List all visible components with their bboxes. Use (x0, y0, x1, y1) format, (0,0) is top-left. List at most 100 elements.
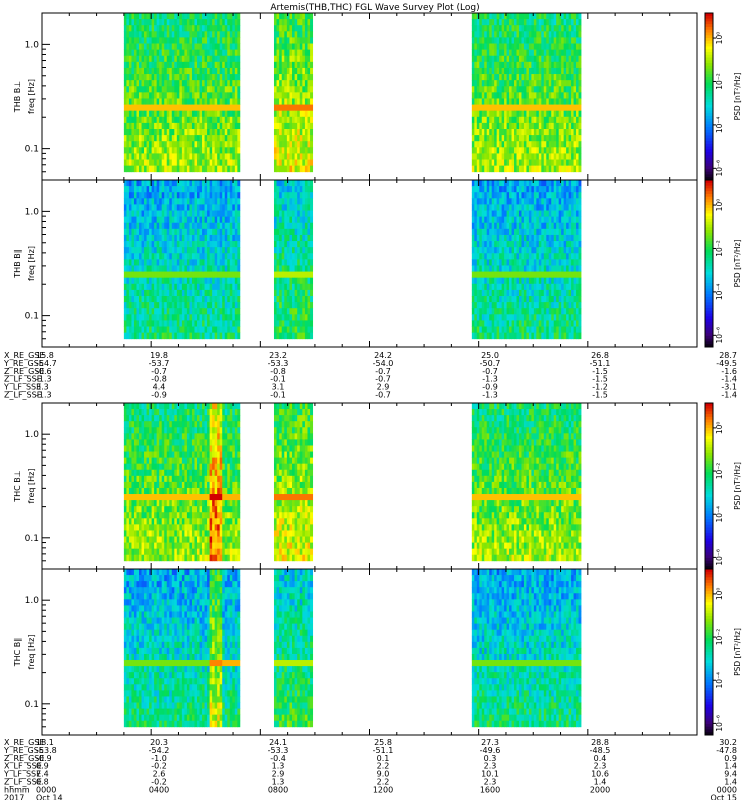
spectrogram-cell (227, 259, 231, 266)
spectrogram-cell (139, 159, 142, 167)
spectrogram-cell (304, 37, 308, 44)
spectrogram-cell (474, 192, 478, 199)
spectrogram-cell (521, 49, 525, 57)
spectrogram-cell (566, 180, 569, 187)
colorbar-segment (705, 132, 713, 136)
spectrogram-cell (496, 104, 500, 112)
spectrogram-cell (131, 159, 135, 167)
spectrogram-cell (191, 180, 195, 187)
spectrogram-cell (509, 216, 512, 224)
spectrogram-cell (299, 326, 303, 334)
spectrogram-cell (281, 302, 285, 309)
spectrogram-cell (214, 80, 218, 87)
spectrogram-cell (141, 332, 145, 340)
spectrogram-cell (561, 234, 565, 242)
spectrogram-cell (284, 234, 288, 242)
spectrogram-cell (217, 222, 221, 230)
spectrogram-cell (219, 116, 223, 124)
spectrogram-cell (209, 61, 213, 69)
spectrogram-cell (222, 204, 226, 211)
spectrogram-cell (561, 116, 565, 124)
spectrogram-cell (234, 308, 238, 315)
spectrogram-cell (566, 19, 569, 26)
spectrogram-cell (174, 259, 178, 266)
spectrogram-cell (126, 147, 130, 154)
spectrogram-cell (232, 320, 236, 327)
spectrogram-cell (123, 247, 127, 254)
spectrogram-cell (126, 320, 130, 327)
spectrogram-cell (197, 80, 200, 87)
spectrogram-cell (146, 153, 150, 160)
spectrogram-cell (499, 141, 503, 148)
spectrogram-cell (294, 135, 298, 142)
spectrogram-cell (224, 153, 228, 160)
spectrogram-cell (164, 159, 168, 167)
spectrogram-cell (146, 222, 150, 230)
spectrogram-cell (224, 216, 228, 224)
spectrogram-cell (151, 141, 155, 148)
spectrogram-cell (481, 43, 485, 51)
spectrogram-cell (212, 92, 216, 99)
spectrogram-cell (558, 37, 562, 44)
spectrogram-cell (486, 116, 490, 124)
spectrogram-cell (176, 320, 180, 327)
spectrogram-cell (156, 49, 160, 57)
spectrogram-cell (209, 159, 213, 167)
spectrogram-cell (169, 86, 173, 93)
spectrogram-cell (284, 122, 288, 130)
spectrogram-cell (304, 159, 308, 167)
spectrogram-cell (576, 165, 579, 173)
spectrogram-cell (286, 320, 290, 327)
spectrogram-cell (289, 234, 293, 242)
spectrogram-cell (576, 147, 579, 154)
spectrogram-cell (286, 122, 290, 130)
spectrogram-cell (528, 92, 532, 99)
spectrogram-cell (506, 210, 510, 218)
spectrogram-cell (133, 326, 137, 334)
spectrogram-cell (543, 141, 547, 148)
spectrogram-cell (476, 25, 480, 32)
spectrogram-cell (151, 247, 155, 254)
spectrogram-cell (538, 222, 542, 230)
spectrogram-cell (571, 104, 574, 112)
spectrogram-cell (139, 192, 142, 199)
spectrogram-cell (232, 67, 236, 75)
spectrogram-cell (219, 159, 223, 167)
spectrogram-cell (563, 192, 567, 199)
spectrogram-cell (151, 302, 155, 309)
spectrogram-cell (207, 141, 210, 148)
spectrogram-cell (286, 253, 290, 260)
spectrogram-cell (556, 104, 560, 112)
spectrogram-cell (310, 98, 314, 105)
spectrogram-cell (186, 37, 190, 44)
spectrogram-cell (504, 234, 507, 242)
spectrogram-cell (494, 74, 498, 81)
spectrogram-cell (289, 153, 293, 160)
spectrogram-cell (310, 13, 314, 20)
spectrogram-cell (151, 283, 155, 291)
spectrogram-cell (292, 192, 295, 199)
spectrogram-cell (159, 210, 163, 218)
spectrogram-cell (302, 271, 306, 279)
spectrogram-cell (176, 259, 180, 266)
spectrogram-cell (310, 86, 314, 93)
spectrogram-cell (181, 25, 185, 32)
spectrogram-cell (181, 116, 185, 124)
spectrogram-cell (207, 98, 210, 105)
spectrogram-cell (191, 116, 195, 124)
spectrogram-cell (521, 241, 525, 248)
spectrogram-cell (521, 110, 525, 118)
spectrogram-cell (149, 216, 153, 224)
spectrogram-cell (184, 216, 188, 224)
spectrogram-cell (184, 80, 188, 87)
spectrogram-cell (176, 122, 180, 130)
spectrogram-cell (518, 110, 522, 118)
spectrogram-cell (131, 289, 135, 297)
spectrogram-cell (224, 37, 228, 44)
spectrogram-cell (518, 165, 522, 173)
spectrogram-cell (523, 147, 527, 154)
spectrogram-cell (164, 86, 168, 93)
spectrogram-cell (276, 61, 280, 69)
spectrogram-cell (194, 55, 198, 63)
